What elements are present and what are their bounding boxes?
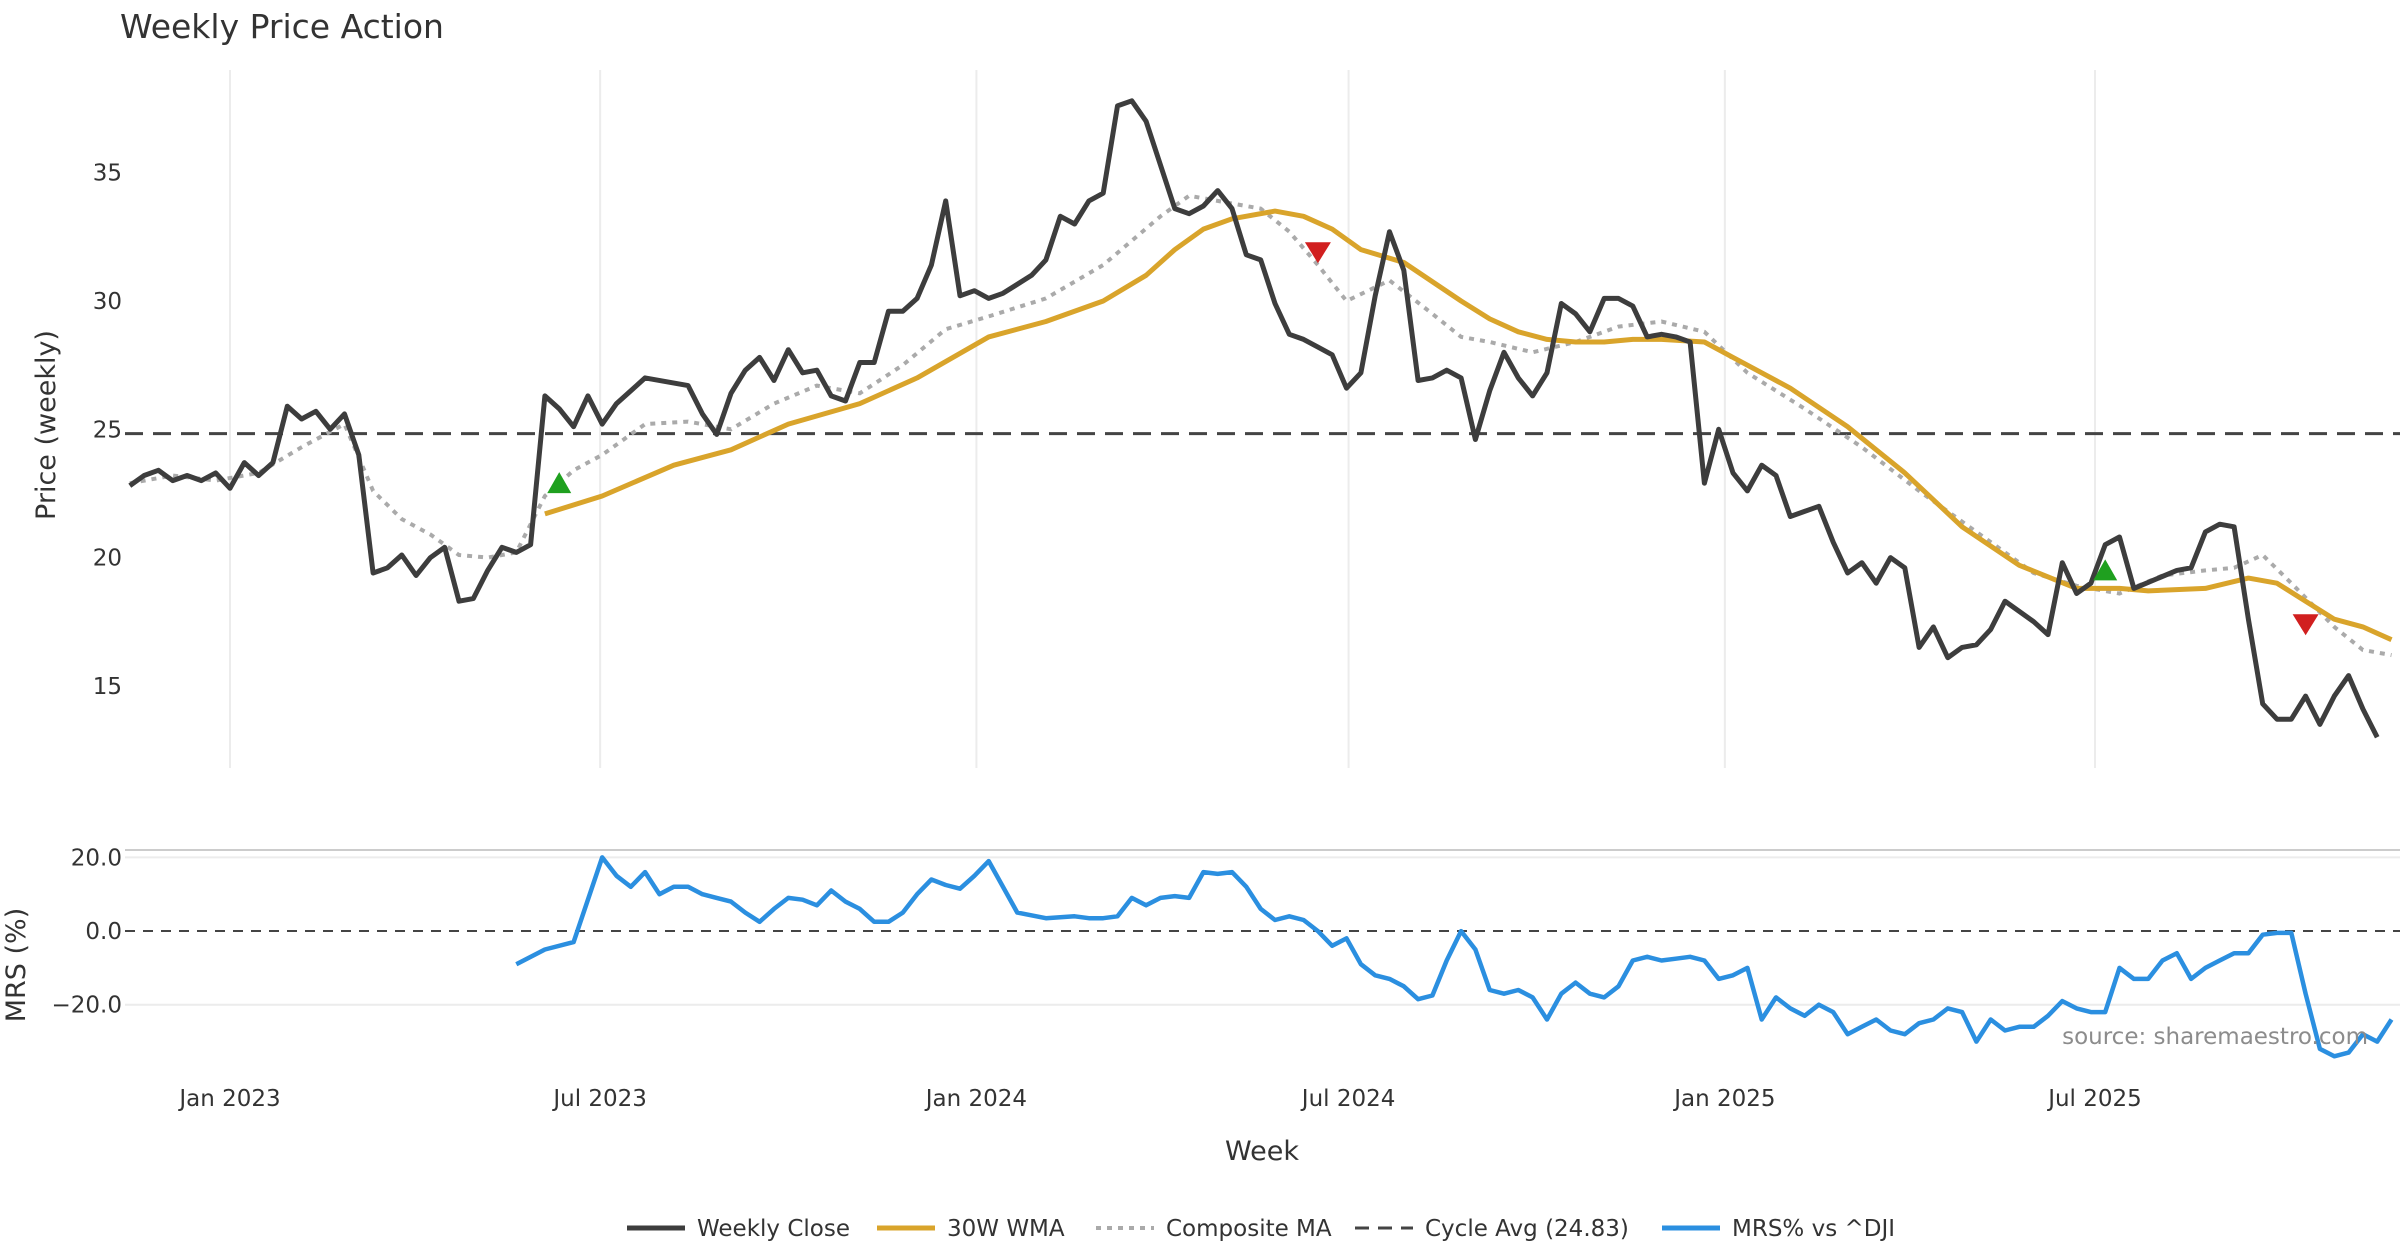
x-ticks: Jan 2023 Jul 2023 Jan 2024 Jul 2024 Jan 2025… [177, 1086, 2141, 1112]
mrs-y-tick-label: 0.0 [85, 919, 122, 945]
legend-item[interactable]: MRS% vs ^DJI [1662, 1216, 1895, 1242]
x-tick-label: Jul 2023 [551, 1086, 647, 1112]
legend-label: Cycle Avg (24.83) [1425, 1216, 1629, 1242]
price-y-ticks: 15 20 25 30 35 [93, 161, 122, 700]
x-tick-label: Jan 2025 [1672, 1086, 1775, 1112]
legend-item[interactable]: Cycle Avg (24.83) [1355, 1216, 1629, 1242]
mrs-y-ticks: 20.0 0.0 −20.0 [52, 845, 122, 1018]
mrs-y-axis-label: MRS (%) [1, 908, 32, 1023]
price-y-tick-label: 15 [93, 674, 122, 700]
legend-label: Weekly Close [697, 1216, 850, 1242]
buy-signal-marker [2093, 559, 2118, 581]
mrs-y-tick-label: −20.0 [52, 993, 122, 1019]
legend: Weekly Close 30W WMA Composite MA Cycle Avg… [627, 1216, 1895, 1242]
legend-label: MRS% vs ^DJI [1732, 1216, 1895, 1242]
mrs-line [515, 855, 2394, 1059]
legend-label: 30W WMA [947, 1216, 1065, 1242]
sell-signal-marker [1304, 242, 1331, 264]
x-axis-label: Week [1225, 1136, 1299, 1167]
x-tick-label: Jul 2024 [1300, 1086, 1396, 1112]
x-tick-label: Jan 2024 [924, 1086, 1027, 1112]
price-y-tick-label: 20 [93, 546, 122, 572]
price-y-tick-label: 35 [93, 161, 122, 187]
price-y-tick-label: 25 [93, 417, 122, 443]
sell-signal-marker [2292, 614, 2319, 636]
price-y-tick-label: 30 [93, 289, 122, 315]
source-watermark: source: sharemaestro.com [2062, 1024, 2368, 1050]
weekly-close-line [128, 98, 2380, 739]
legend-label: Composite MA [1166, 1216, 1332, 1242]
legend-item[interactable]: Weekly Close [627, 1216, 850, 1242]
x-tick-label: Jan 2023 [177, 1086, 280, 1112]
legend-item[interactable]: 30W WMA [877, 1216, 1065, 1242]
mrs-gridlines [125, 856, 2400, 1006]
wma-30w-line [544, 208, 2393, 642]
mrs-y-tick-label: 20.0 [71, 845, 122, 871]
price-y-axis-label: Price (weekly) [31, 330, 62, 520]
buy-signal-marker [547, 472, 572, 494]
signal-markers [547, 242, 2319, 636]
legend-item[interactable]: Composite MA [1096, 1216, 1332, 1242]
chart-title: Weekly Price Action [120, 7, 444, 46]
x-tick-label: Jul 2025 [2046, 1086, 2142, 1112]
